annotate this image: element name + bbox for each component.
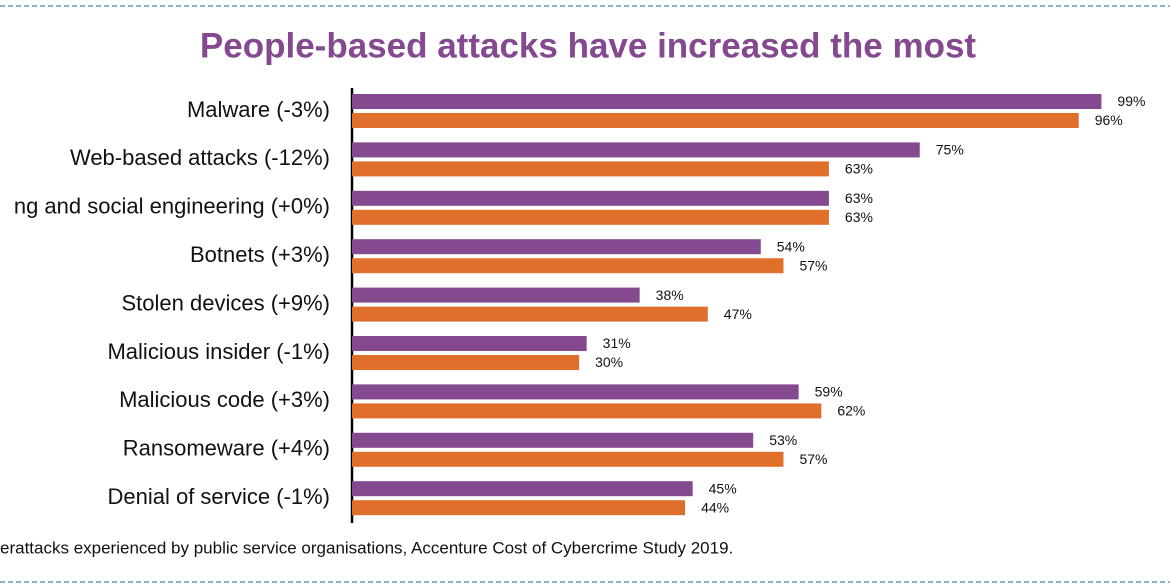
value-label: 45% (709, 480, 737, 496)
category-label: Malicious code (+3%) (119, 387, 330, 412)
value-label: 44% (701, 499, 729, 515)
bar (352, 142, 920, 158)
chart-title: People-based attacks have increased the … (200, 26, 976, 65)
value-label: 57% (799, 451, 827, 467)
bar (352, 500, 686, 516)
bar (352, 94, 1102, 109)
category-label: Web-based attacks (-12%) (70, 145, 330, 170)
footnote: erattacks experienced by public service … (0, 538, 733, 557)
value-label: 57% (799, 257, 827, 273)
bar (352, 355, 580, 370)
bar (352, 209, 829, 225)
value-label: 62% (837, 403, 865, 419)
value-label: 31% (603, 335, 631, 351)
value-label: 63% (845, 161, 873, 177)
value-label: 59% (815, 384, 843, 400)
value-label: 99% (1117, 93, 1145, 109)
bar (352, 481, 693, 497)
value-label: 53% (769, 432, 797, 448)
bar (352, 432, 754, 448)
value-label: 54% (777, 238, 805, 254)
category-label: Stolen devices (+9%) (122, 290, 331, 315)
value-label: 96% (1095, 112, 1123, 128)
bar (352, 306, 708, 322)
bar (352, 190, 829, 206)
value-label: 38% (656, 287, 684, 303)
bar (352, 113, 1079, 128)
category-label: Ransomeware (+4%) (123, 436, 330, 461)
category-label: Malware (-3%) (187, 97, 330, 122)
value-label: 63% (845, 190, 873, 206)
bar (352, 161, 829, 177)
value-label: 30% (595, 354, 623, 370)
bar (352, 287, 640, 303)
bar (352, 451, 784, 467)
bar (352, 336, 587, 351)
bar (352, 384, 799, 400)
category-label: Denial of service (-1%) (107, 484, 330, 509)
category-label: Botnets (+3%) (190, 242, 330, 267)
value-label: 47% (724, 306, 752, 322)
bar (352, 239, 761, 255)
bar (352, 258, 784, 274)
bar (352, 403, 822, 419)
value-label: 63% (845, 209, 873, 225)
category-label: ng and social engineering (+0%) (14, 194, 330, 219)
value-label: 75% (936, 142, 964, 158)
category-label: Malicious insider (-1%) (107, 339, 330, 364)
